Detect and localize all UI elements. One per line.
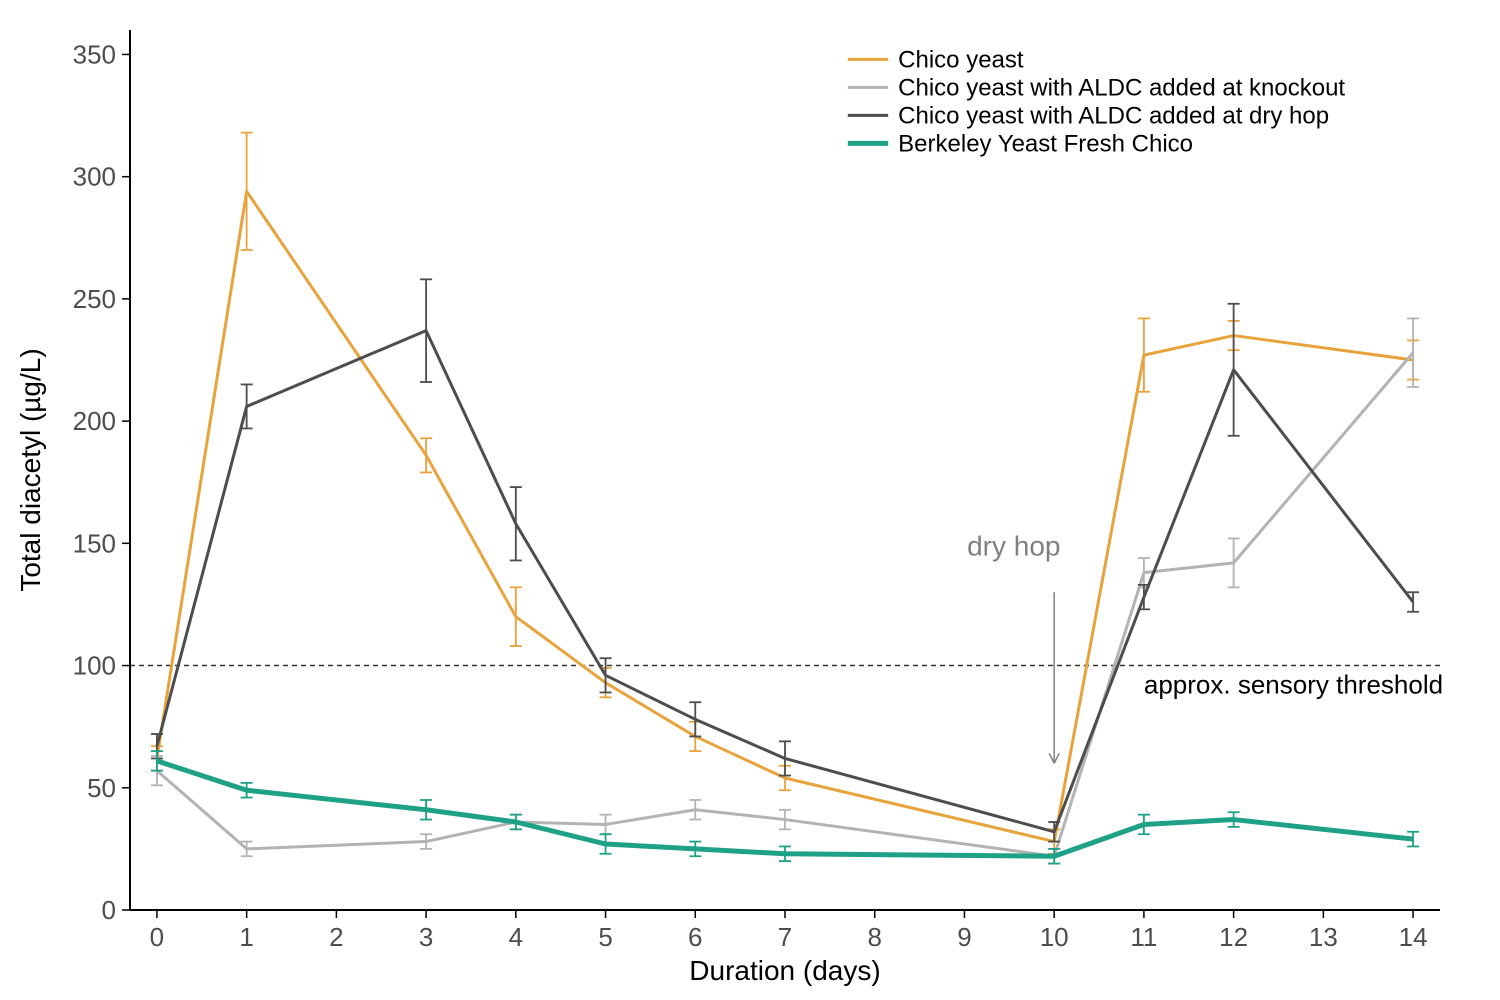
- threshold-label: approx. sensory threshold: [1144, 670, 1443, 700]
- x-tick-label: 12: [1219, 922, 1248, 952]
- x-tick-label: 2: [329, 922, 343, 952]
- legend-label: Chico yeast with ALDC added at knockout: [898, 74, 1345, 101]
- x-tick-label: 10: [1040, 922, 1069, 952]
- x-tick-label: 7: [778, 922, 792, 952]
- x-tick-label: 11: [1130, 922, 1157, 952]
- x-tick-label: 14: [1399, 922, 1428, 952]
- legend-label: Berkeley Yeast Fresh Chico: [898, 130, 1193, 157]
- legend-label: Chico yeast with ALDC added at dry hop: [898, 102, 1329, 129]
- y-tick-label: 100: [73, 651, 116, 681]
- y-tick-label: 250: [73, 284, 116, 314]
- x-tick-label: 5: [598, 922, 612, 952]
- y-tick-label: 0: [102, 895, 116, 925]
- dry-hop-label: dry hop: [967, 531, 1060, 562]
- x-tick-label: 9: [957, 922, 971, 952]
- y-tick-label: 350: [73, 39, 116, 69]
- x-tick-label: 4: [509, 922, 523, 952]
- x-axis-label: Duration (days): [689, 955, 880, 986]
- legend-label: Chico yeast: [898, 46, 1024, 73]
- y-tick-label: 150: [73, 528, 116, 558]
- diacetyl-chart: approx. sensory thresholddry hop01234567…: [0, 0, 1500, 1000]
- x-tick-label: 1: [239, 922, 253, 952]
- chart-svg: approx. sensory thresholddry hop01234567…: [0, 0, 1500, 1000]
- x-tick-label: 6: [688, 922, 702, 952]
- y-tick-label: 200: [73, 406, 116, 436]
- x-tick-label: 3: [419, 922, 433, 952]
- x-tick-label: 8: [867, 922, 881, 952]
- y-tick-label: 50: [87, 773, 116, 803]
- y-axis-label: Total diacetyl (µg/L): [15, 348, 46, 591]
- x-tick-label: 0: [150, 922, 164, 952]
- y-tick-label: 300: [73, 162, 116, 192]
- x-tick-label: 13: [1309, 922, 1338, 952]
